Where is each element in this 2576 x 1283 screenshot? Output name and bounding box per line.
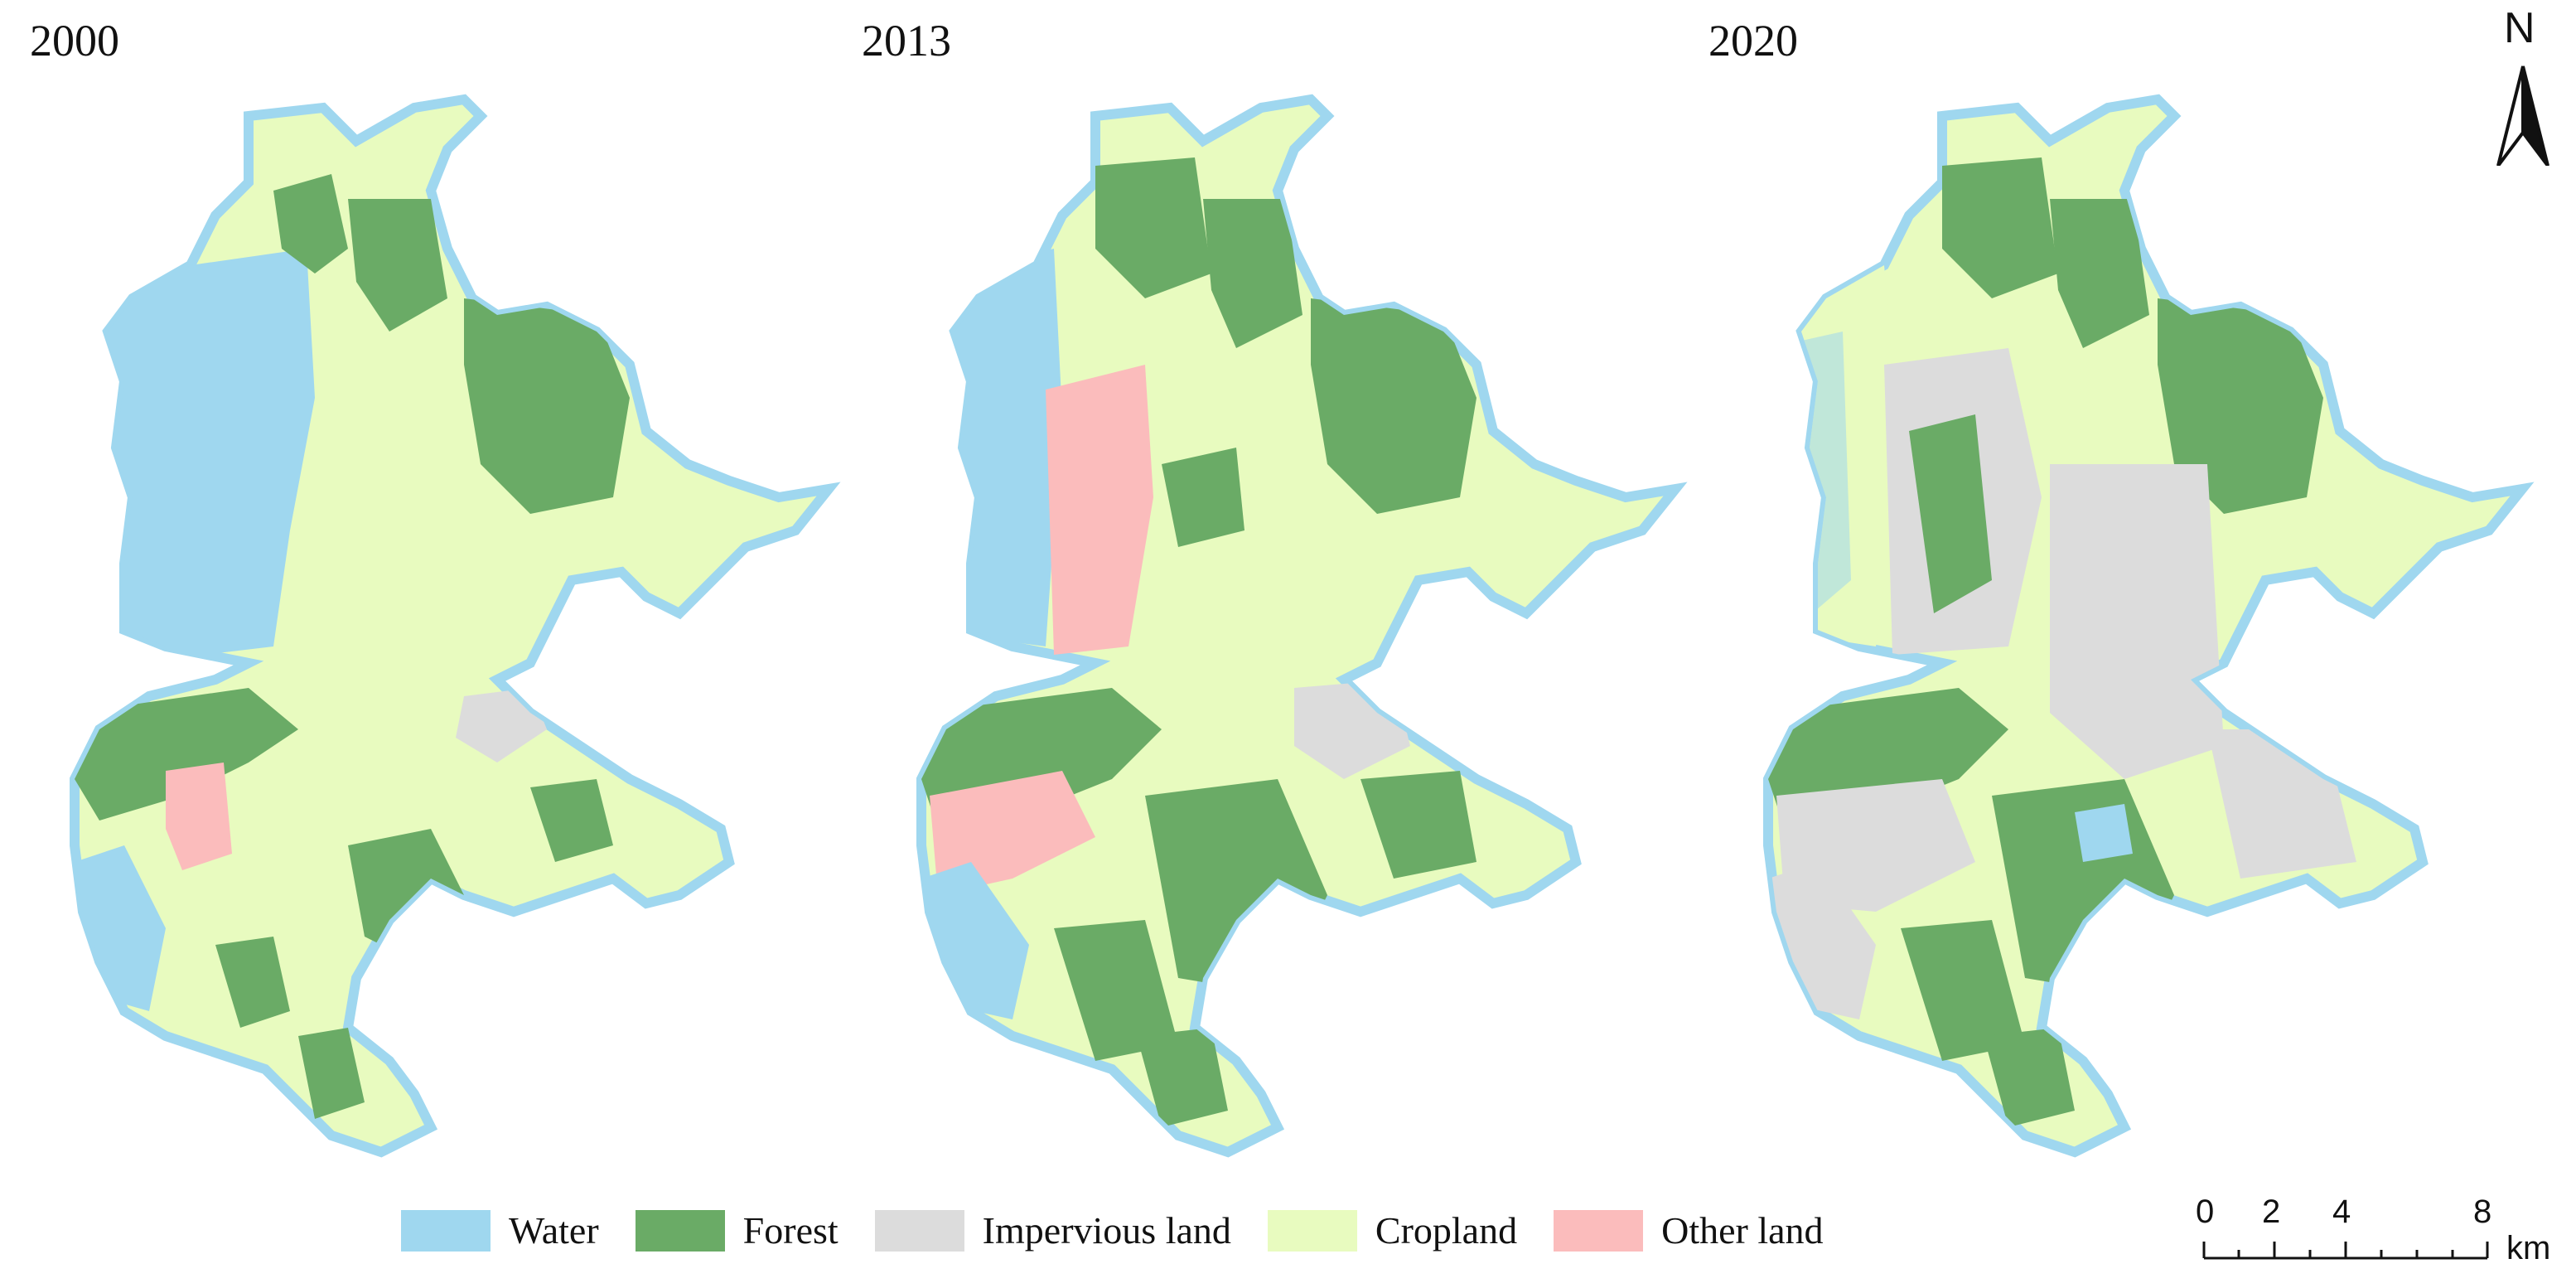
legend-item-forest: Forest [635,1208,839,1252]
legend-item-water: Water [401,1208,599,1252]
scale-bar: 0 2 4 8 km [2196,1193,2550,1276]
north-label: N [2504,4,2535,52]
legend-label-forest: Forest [742,1209,839,1252]
legend-swatch-cropland [1267,1209,1357,1252]
north-arrow-icon [2496,65,2549,166]
legend-label-other: Other land [1661,1209,1824,1252]
panel-title-2020: 2020 [1708,16,1798,65]
panel-title-2000: 2000 [30,16,119,65]
legend-swatch-impervious [874,1209,964,1252]
scale-tick-label: 0 [2196,1193,2215,1230]
scale-tick-label: 2 [2262,1193,2281,1230]
legend-swatch-other [1554,1209,1644,1252]
scale-unit: km [2506,1230,2551,1266]
legend-item-cropland: Cropland [1267,1208,1518,1252]
legend-item-other: Other land [1554,1208,1824,1252]
legend-label-water: Water [509,1209,599,1252]
legend-swatch-water [401,1209,491,1252]
legend-swatch-forest [635,1209,725,1252]
scale-bar-line [2202,1242,2489,1260]
scale-tick-label: 8 [2473,1193,2492,1230]
map-panel-2013 [921,99,1675,1152]
legend-label-impervious: Impervious land [982,1209,1231,1252]
scale-tick-label: 4 [2332,1193,2351,1230]
legend: Water Forest Impervious land Cropland Ot… [401,1208,1860,1252]
map-panel-2000 [75,99,829,1152]
panel-title-2013: 2013 [862,16,951,65]
legend-label-cropland: Cropland [1375,1209,1518,1252]
map-panel-2020 [1768,99,2522,1152]
legend-item-impervious: Impervious land [874,1208,1231,1252]
